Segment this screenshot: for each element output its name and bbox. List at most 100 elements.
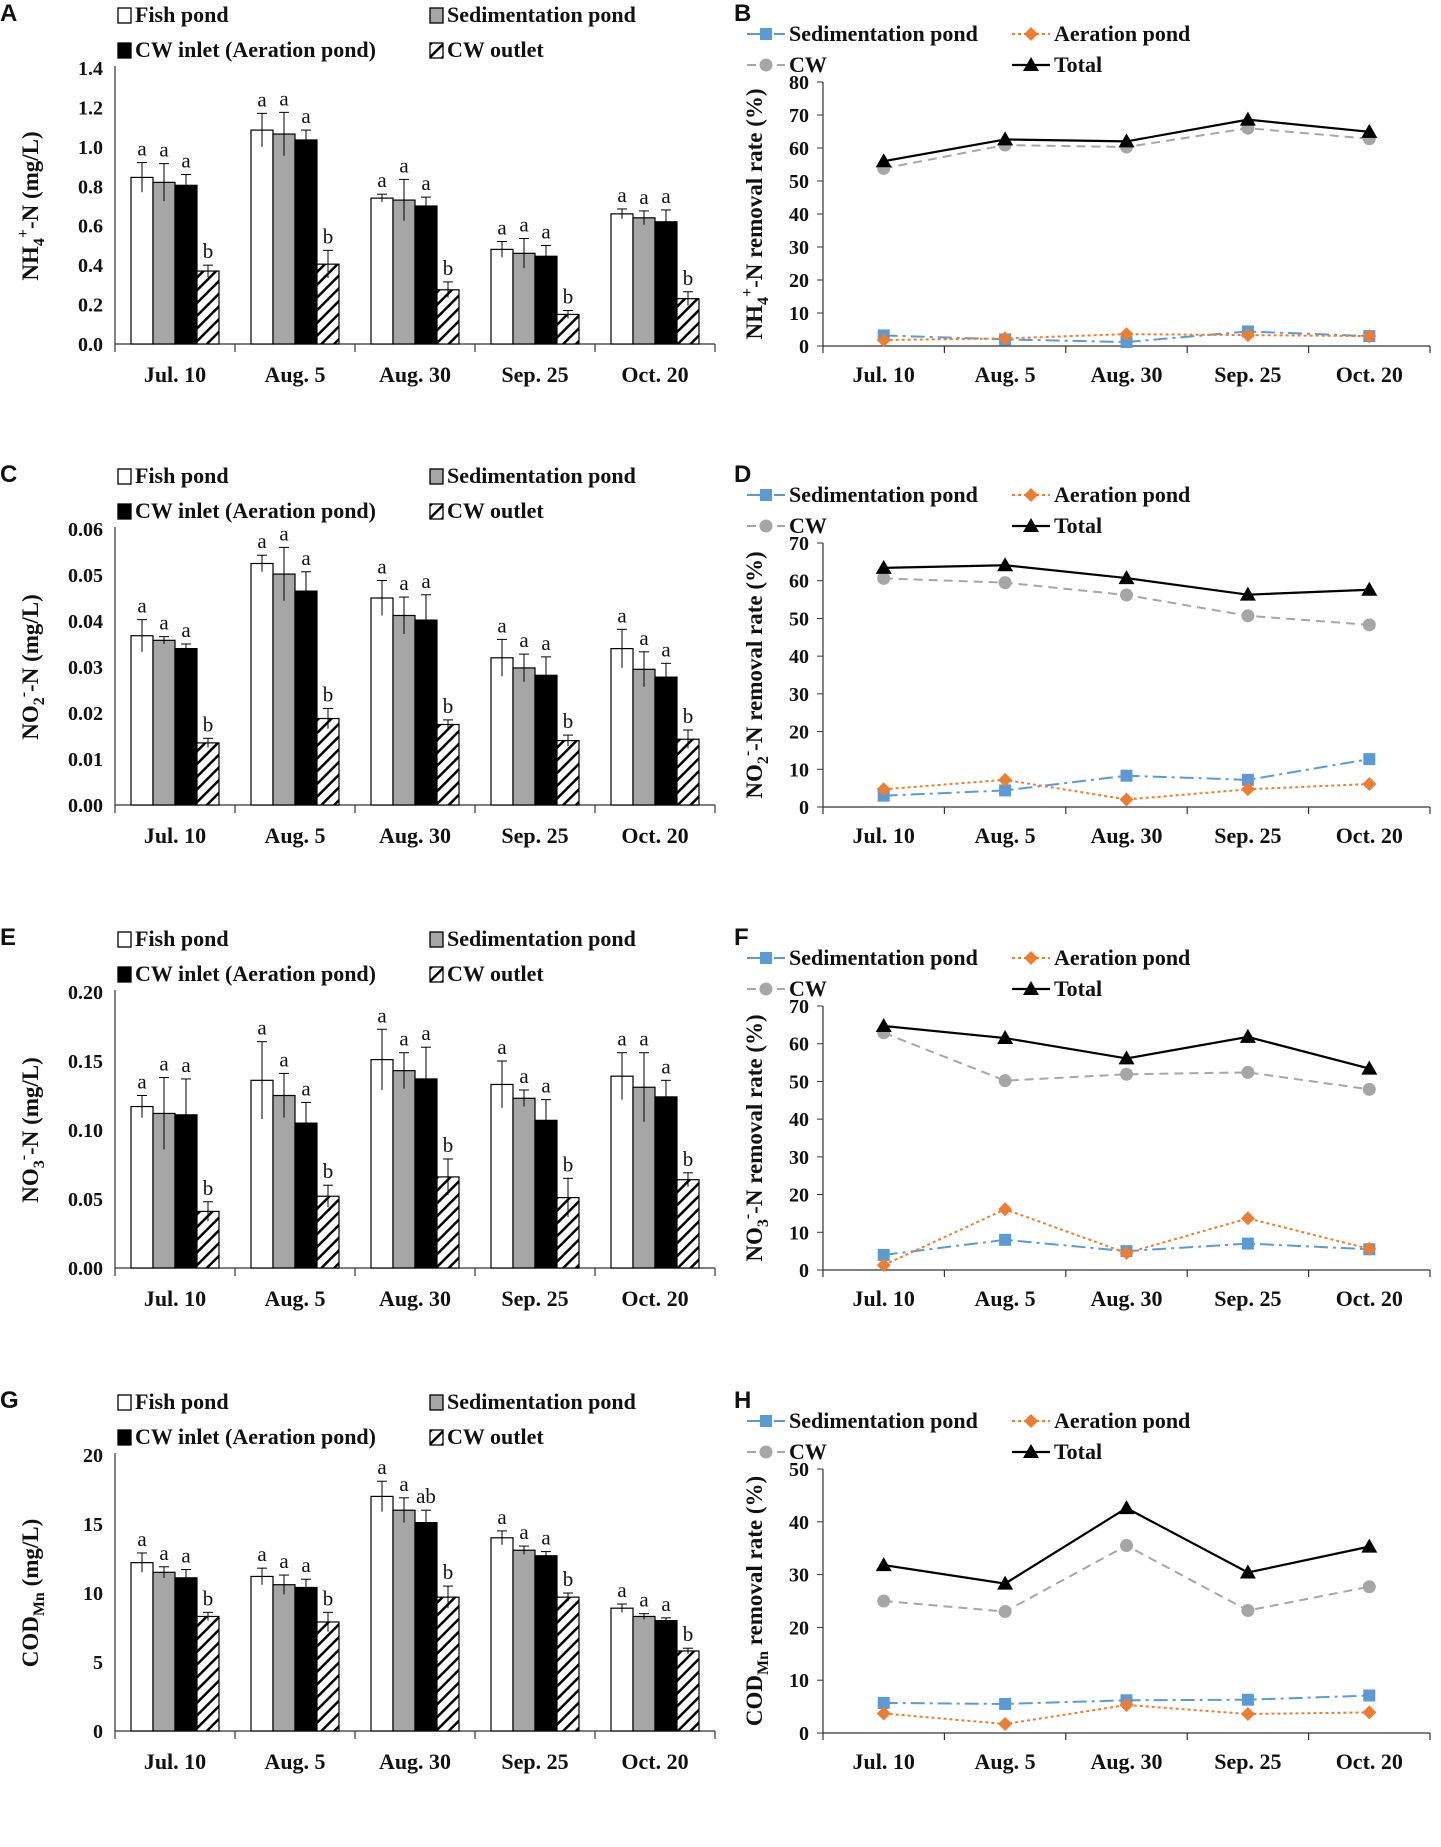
legend-marker-sed: [760, 952, 772, 964]
series-marker: [1241, 1065, 1255, 1079]
legend-marker-total: [1023, 57, 1039, 71]
chart-panel-B: 0 10 20 30 40 50 60 70 80 Jul. 10 Aug. 5 Aug. 30 Sep…: [739, 21, 1431, 387]
series-marker: [997, 557, 1014, 572]
legend-label-sed: Sedimentation pond: [447, 926, 636, 951]
legend-label-cw: CW: [789, 52, 827, 77]
y-axis-label: NH4+-N (mg/L): [15, 131, 48, 280]
series-marker: [1362, 776, 1377, 791]
legend-label-fish: Fish pond: [135, 2, 229, 27]
y-tick-label: 60: [789, 138, 809, 160]
x-category-label: Oct. 20: [1336, 362, 1403, 387]
series-marker: [1118, 1500, 1135, 1515]
significance-label: a: [279, 1047, 289, 1071]
bar: [250, 1575, 274, 1732]
significance-label: b: [323, 1586, 334, 1610]
series-marker: [876, 333, 891, 348]
series-marker: [1361, 1538, 1378, 1553]
x-category-label: Aug. 5: [975, 1286, 1036, 1311]
series-line: [883, 577, 1370, 626]
series-marker: [875, 1557, 892, 1572]
bar: [512, 1097, 536, 1269]
series-marker: [1240, 1706, 1255, 1721]
bar: [610, 1075, 634, 1269]
y-tick-label: 0.4: [78, 255, 103, 277]
legend-label-sed: Sedimentation pond: [789, 482, 978, 507]
y-tick-label: 0.0: [78, 334, 103, 356]
y-axis-label: NO2--N (mg/L): [15, 594, 48, 740]
x-category-label: Oct. 20: [1336, 823, 1403, 848]
legend-swatch-sed: [429, 931, 444, 948]
y-tick-label: 0.01: [68, 749, 103, 771]
series-marker: [1363, 753, 1376, 766]
x-category-label: Oct. 20: [621, 823, 688, 848]
legend-marker-aer: [1024, 951, 1038, 965]
significance-label: a: [639, 626, 649, 650]
significance-label: a: [159, 1052, 169, 1076]
legend-marker-aer: [1024, 488, 1038, 502]
bar: [370, 1495, 394, 1732]
significance-label: a: [301, 546, 311, 570]
x-category-label: Aug. 5: [975, 823, 1036, 848]
series-marker: [1240, 328, 1255, 343]
significance-label: a: [279, 521, 289, 545]
bar: [370, 197, 394, 345]
x-category-label: Oct. 20: [1336, 1286, 1403, 1311]
significance-label: b: [443, 256, 454, 280]
significance-label: a: [377, 555, 387, 579]
legend-marker-sed: [760, 28, 772, 40]
legend-label-fish: Fish pond: [135, 1389, 229, 1414]
significance-label: a: [137, 137, 147, 161]
significance-label: a: [159, 138, 169, 162]
bar: [414, 619, 438, 806]
bar: [130, 635, 154, 806]
series-marker: [877, 1248, 890, 1261]
series-marker: [1362, 1705, 1377, 1720]
y-tick-label: 30: [789, 1565, 809, 1587]
significance-label: a: [181, 1053, 191, 1077]
significance-label: b: [683, 1147, 694, 1171]
bar: [272, 133, 296, 345]
bar: [676, 738, 700, 806]
bar: [512, 1549, 536, 1732]
legend-label-aer: Aeration pond: [1054, 21, 1190, 46]
significance-label: a: [137, 1527, 147, 1551]
bar: [556, 313, 580, 345]
y-tick-label: 60: [789, 571, 809, 593]
significance-label: b: [203, 1586, 214, 1610]
series-marker: [1119, 1698, 1134, 1713]
x-category-label: Jul. 10: [144, 362, 206, 387]
significance-label: b: [683, 1622, 694, 1646]
series-marker: [1361, 123, 1378, 138]
bar: [174, 648, 198, 806]
series-marker: [1120, 1539, 1133, 1553]
series-marker: [1361, 581, 1378, 596]
series-marker: [876, 782, 891, 797]
significance-label: a: [399, 1027, 409, 1051]
y-tick-label: 30: [789, 1147, 809, 1169]
significance-label: b: [563, 1567, 574, 1591]
significance-label: a: [399, 153, 409, 177]
bar: [654, 1620, 678, 1732]
legend-swatch-outlet: [429, 966, 444, 983]
significance-label: a: [279, 86, 289, 110]
significance-label: a: [257, 529, 267, 553]
significance-label: b: [443, 1560, 454, 1584]
y-tick-label: 30: [789, 237, 809, 259]
legend-swatch-outlet: [429, 503, 444, 520]
significance-label: a: [661, 1592, 671, 1616]
series-marker: [1239, 1028, 1256, 1043]
significance-label: a: [279, 1549, 289, 1573]
legend-label-cw: CW: [789, 976, 827, 1001]
y-tick-label: 0.00: [68, 1258, 103, 1280]
y-tick-label: 40: [789, 204, 809, 226]
significance-label: a: [639, 1027, 649, 1051]
y-tick-label: 20: [789, 1185, 809, 1207]
legend-label-total: Total: [1054, 52, 1102, 77]
significance-label: a: [617, 603, 627, 627]
series-marker: [997, 131, 1014, 146]
bar: [610, 648, 634, 806]
y-axis-label: CODMn removal rate (%): [742, 1476, 772, 1726]
legend-label-fish: Fish pond: [135, 463, 229, 488]
significance-label: a: [617, 1578, 627, 1602]
